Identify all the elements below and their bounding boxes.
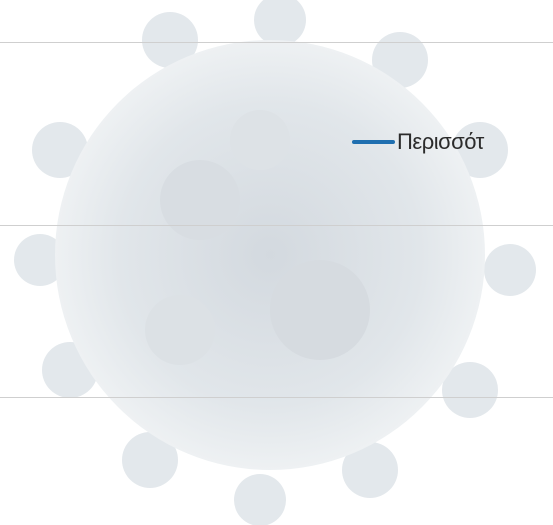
link-dash [352, 140, 395, 144]
separators [0, 42, 553, 398]
virus-illustration [14, 0, 536, 525]
link-label[interactable]: Περισσότ [397, 129, 484, 154]
more-link[interactable]: Περισσότ [352, 127, 484, 157]
